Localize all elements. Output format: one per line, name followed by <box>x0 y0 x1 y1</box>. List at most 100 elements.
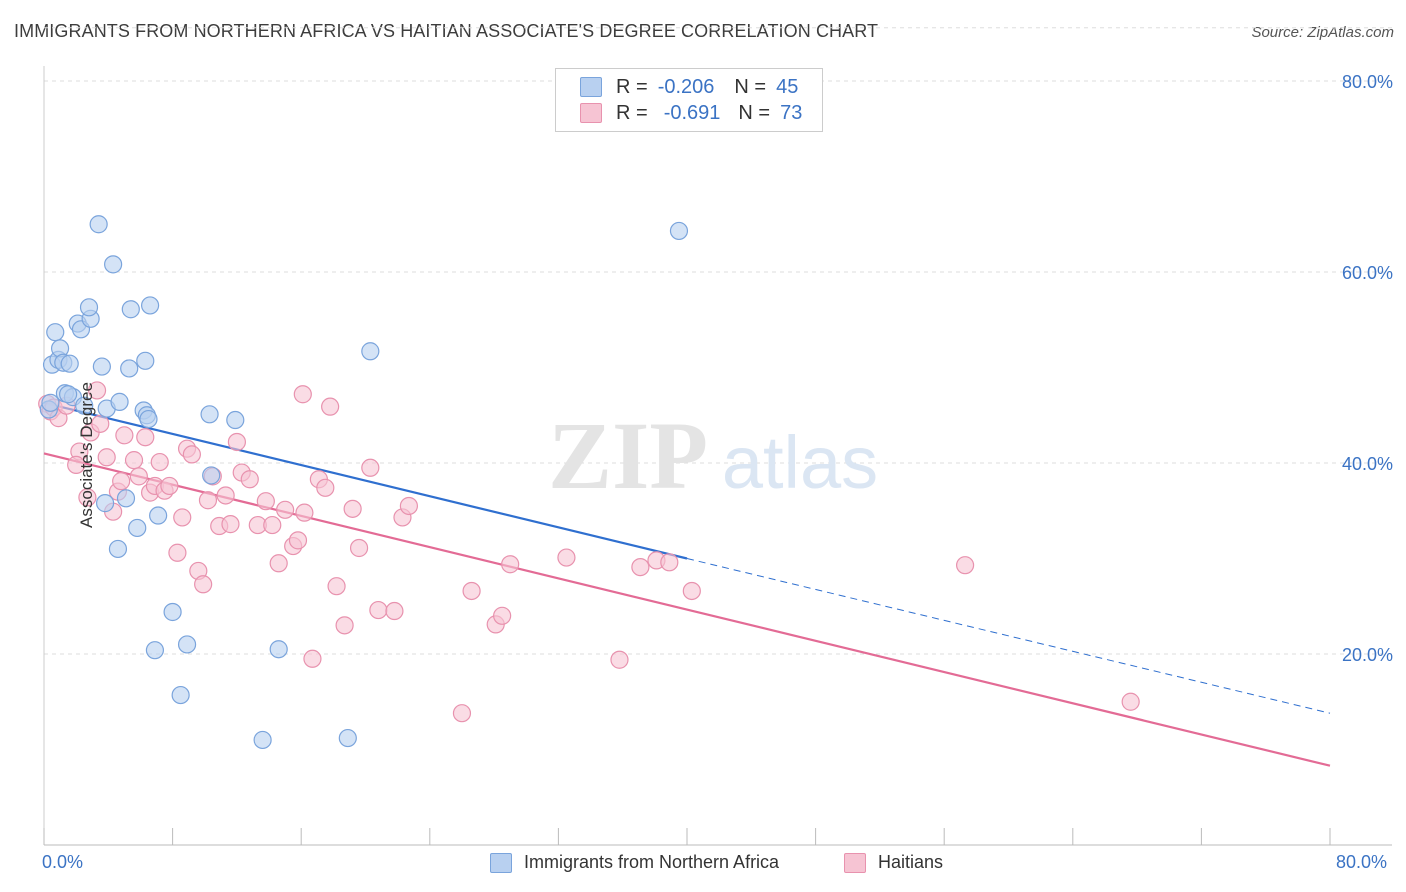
haitians-point <box>557 548 576 567</box>
haitians-point <box>194 575 213 594</box>
northern-africa-point <box>139 409 158 429</box>
northern-africa-point <box>110 392 129 411</box>
haitians-point <box>87 381 107 400</box>
legend-swatch-pink <box>580 103 602 123</box>
legend-n-value: 73 <box>780 101 803 124</box>
haitians-point <box>136 428 155 447</box>
series-name-northern-africa: Immigrants from Northern Africa <box>524 852 780 872</box>
series-legend-northern-africa: Immigrants from Northern Africa <box>490 852 779 873</box>
haitians-point <box>316 478 335 497</box>
y-tick-label: 40.0% <box>1342 454 1393 474</box>
haitians-point <box>150 452 169 472</box>
haitians-point <box>682 581 701 601</box>
northern-africa-point <box>92 357 111 376</box>
northern-africa-point <box>60 354 79 373</box>
haitians-point <box>321 397 340 416</box>
legend-r-label: R = <box>616 75 648 98</box>
northern-africa-point <box>200 405 219 424</box>
northern-africa-point <box>669 221 689 241</box>
haitians-point <box>269 554 288 573</box>
northern-africa-point <box>136 351 155 370</box>
haitians-point <box>182 445 201 464</box>
haitians-point <box>631 557 650 577</box>
haitians-point <box>343 499 362 518</box>
haitians-point <box>97 448 116 467</box>
series-swatch-blue <box>490 852 512 873</box>
haitians-point <box>1121 692 1140 711</box>
haitians-point <box>221 515 240 534</box>
watermark: ZIP atlas <box>548 402 878 509</box>
haitians-point <box>361 458 380 477</box>
watermark-zip: ZIP <box>548 402 708 509</box>
legend-n-value: 45 <box>776 75 799 98</box>
haitians-point <box>327 577 346 596</box>
northern-africa-point <box>116 489 136 508</box>
correlation-legend: R = -0.206 N = 45 R = -0.691 N = 73 <box>555 68 823 132</box>
haitians-point <box>399 496 419 516</box>
northern-africa-point <box>177 635 197 654</box>
series-name-haitians: Haitians <box>878 852 944 872</box>
haitians-point <box>78 488 97 507</box>
trend-line-northern-africa <box>43 401 688 560</box>
legend-row-pink: R = -0.691 N = 73 <box>580 101 802 125</box>
legend-r-label: R = <box>616 101 648 124</box>
y-tick-label: 20.0% <box>1342 645 1393 665</box>
y-tick-labels: 20.0% 40.0% 60.0% 80.0% <box>1342 72 1393 665</box>
northern-africa-point <box>41 393 60 412</box>
northern-africa-point <box>104 255 123 274</box>
northern-africa-point <box>171 685 190 705</box>
legend-n-label: N = <box>734 75 767 98</box>
haitians-point <box>112 472 131 491</box>
haitians-point <box>610 650 629 669</box>
haitians-point <box>67 455 86 475</box>
haitians-point <box>198 491 218 510</box>
haitians-point <box>263 515 282 535</box>
haitians-point <box>240 470 259 489</box>
northern-africa-point <box>46 323 65 342</box>
haitians-point <box>227 432 246 452</box>
series-legend-haitians: Haitians <box>844 852 943 873</box>
northern-africa-point <box>269 640 288 659</box>
northern-africa-point <box>79 298 99 317</box>
y-axis-label: Associate's Degree <box>76 382 96 528</box>
northern-africa-point <box>338 728 357 748</box>
haitians-point <box>288 531 308 550</box>
series-swatch-pink <box>844 852 866 873</box>
haitians-point <box>493 606 512 625</box>
haitians-point <box>115 426 134 445</box>
northern-africa-point <box>120 359 139 378</box>
northern-africa-point <box>253 730 272 750</box>
haitians-point <box>303 649 322 668</box>
haitians-point <box>124 451 144 470</box>
legend-r-value: -0.691 <box>663 101 721 124</box>
haitians-point <box>276 500 295 519</box>
northern-africa-point <box>128 518 147 538</box>
northern-africa-point <box>149 506 168 525</box>
northern-africa-point <box>121 300 140 319</box>
northern-africa-point <box>361 342 380 361</box>
haitians-point <box>168 543 187 562</box>
watermark-atlas: atlas <box>722 421 878 504</box>
legend-n-label: N = <box>738 101 771 124</box>
haitians-point <box>369 600 388 620</box>
northern-africa-point <box>163 602 182 622</box>
x-axis-min-label: 0.0% <box>42 852 84 872</box>
haitians-point <box>173 508 192 527</box>
haitians-points <box>38 381 1140 723</box>
axes <box>43 66 1392 846</box>
haitians-point <box>256 492 275 511</box>
haitians-point <box>955 556 975 575</box>
northern-africa-point <box>89 215 108 234</box>
gridlines <box>44 27 1392 655</box>
haitians-point <box>349 538 369 558</box>
northern-africa-point <box>75 396 94 415</box>
trend-line-northern-africa-extension <box>686 558 1331 714</box>
northern-africa-point <box>59 385 78 404</box>
northern-africa-point <box>145 641 165 660</box>
legend-row-blue: R = -0.206 N = 45 <box>580 75 798 99</box>
haitians-point <box>335 616 354 635</box>
northern-africa-point <box>226 410 245 430</box>
haitians-point <box>293 385 312 404</box>
legend-r-value: -0.206 <box>657 75 715 98</box>
